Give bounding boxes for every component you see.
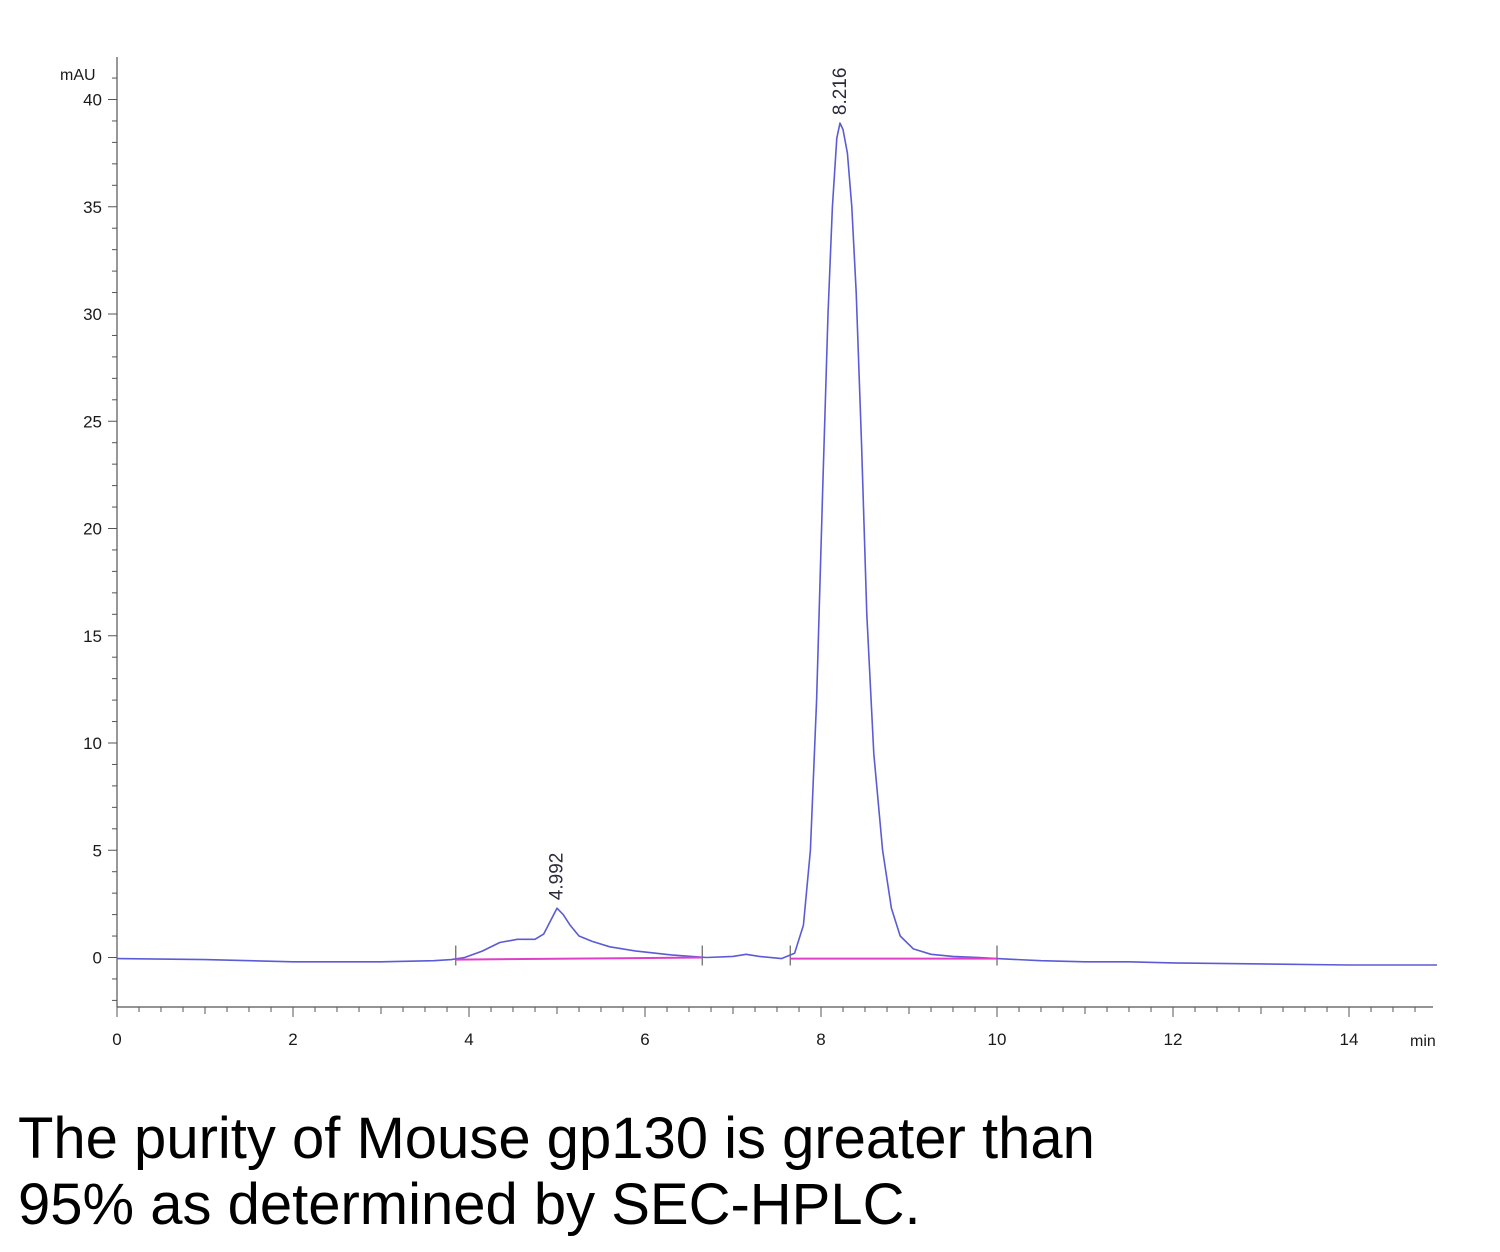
baseline-segment bbox=[455, 956, 703, 961]
y-tick-label: 35 bbox=[83, 198, 102, 217]
x-tick-label: 10 bbox=[988, 1030, 1007, 1049]
y-tick-label: 25 bbox=[83, 412, 102, 431]
x-tick-label: 2 bbox=[288, 1030, 297, 1049]
y-tick-label: 15 bbox=[83, 627, 102, 646]
x-tick-label: 0 bbox=[112, 1030, 121, 1049]
figure-caption: The purity of Mouse gp130 is greater tha… bbox=[18, 1106, 1478, 1238]
y-axis-unit-label: mAU bbox=[60, 67, 96, 84]
y-tick-label: 40 bbox=[83, 91, 102, 110]
x-tick-label: 6 bbox=[640, 1030, 649, 1049]
chart-axes: 0 5 10 15 20 25 30 35 40 0 2 4 6 8 10 12 14 bbox=[83, 57, 1433, 1049]
x-axis-unit-label: min bbox=[1410, 1033, 1436, 1050]
x-tick-label: 14 bbox=[1340, 1030, 1359, 1049]
chromatogram-chart: 0 5 10 15 20 25 30 35 40 0 2 4 6 8 10 12 14 4.992 8.216 m… bbox=[60, 57, 1437, 1050]
chromatogram-trace bbox=[116, 122, 1437, 966]
x-tick-label: 12 bbox=[1164, 1030, 1183, 1049]
y-tick-label: 20 bbox=[83, 520, 102, 539]
y-tick-label: 5 bbox=[93, 841, 102, 860]
caption-line-2: 95% as determined by SEC-HPLC. bbox=[18, 1172, 921, 1237]
caption-line-1: The purity of Mouse gp130 is greater tha… bbox=[18, 1106, 1095, 1171]
chart-marks: 4.992 8.216 bbox=[116, 68, 1437, 966]
peak-label: 4.992 bbox=[546, 853, 567, 901]
x-tick-label: 4 bbox=[464, 1030, 473, 1049]
peak-label: 8.216 bbox=[830, 68, 851, 116]
y-tick-label: 10 bbox=[83, 734, 102, 753]
y-tick-label: 0 bbox=[93, 949, 102, 968]
x-tick-label: 8 bbox=[816, 1030, 825, 1049]
y-tick-label: 30 bbox=[83, 305, 102, 324]
